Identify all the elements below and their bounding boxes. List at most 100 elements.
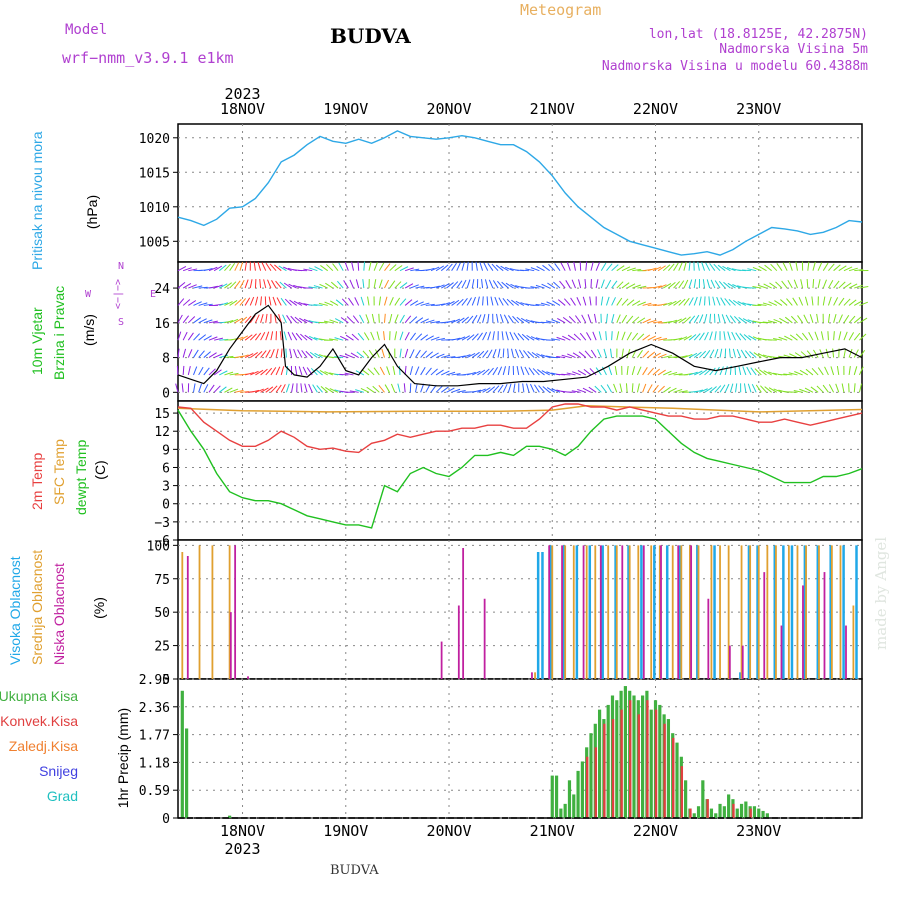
wind-barb [859, 333, 867, 341]
wind-barb [709, 349, 715, 358]
wind-barb [540, 354, 550, 359]
wind-barb [722, 265, 731, 272]
wind-barb [833, 297, 839, 306]
wind-barb [652, 285, 662, 289]
wind-barb [425, 319, 435, 324]
compass-symbol: <−|−> [113, 279, 124, 309]
wind-barb [198, 366, 204, 376]
wind-barb [275, 348, 279, 358]
wind-barb [812, 261, 816, 271]
total-precip-bar [696, 806, 701, 818]
wind-barb [298, 366, 303, 376]
conv-precip-bar [654, 709, 658, 818]
wind-barb [332, 263, 339, 271]
wind-barb [594, 385, 602, 393]
wind-barb [309, 335, 318, 341]
wind-barb [587, 314, 592, 323]
wind-barb [415, 317, 424, 324]
pressure-line [177, 130, 863, 256]
wind-barb [289, 299, 298, 306]
wind-barb [723, 281, 731, 289]
wind-barb [775, 281, 783, 289]
wind-barb [289, 348, 293, 358]
wind-barb [652, 384, 659, 393]
wind-barb [513, 383, 516, 393]
wind-barb [198, 383, 202, 393]
wind-barb [403, 383, 406, 393]
wind-barb [809, 314, 814, 323]
total-precip-bar [597, 709, 602, 818]
wind-barb [637, 285, 647, 289]
wind-barb [291, 383, 294, 393]
wind-barb [313, 337, 323, 341]
wind-barb [239, 298, 247, 306]
wind-barb [600, 296, 604, 306]
total-precip-bar [563, 803, 567, 818]
wind-barb [224, 282, 232, 289]
wind-barb [562, 316, 571, 324]
wind-barb [378, 262, 385, 271]
wind-barb [352, 315, 360, 324]
wind-barb [275, 366, 281, 376]
wind-barb [663, 354, 673, 359]
wind-barb [590, 261, 594, 271]
wind-barb [762, 302, 772, 306]
wind-barb [300, 333, 308, 341]
wind-barb [305, 350, 313, 358]
total-precip-bar [589, 733, 593, 818]
conv-precip-bar [749, 808, 752, 818]
total-precip-bar [692, 813, 696, 818]
wind-barb [632, 284, 641, 289]
wind-barb [557, 318, 566, 324]
wind-barb [693, 333, 701, 341]
wind-barb [742, 318, 752, 324]
legend-convective: Konvek.Kisa [0, 713, 78, 729]
wind-barb [817, 262, 823, 271]
wind-barb [308, 286, 318, 289]
wind-barb [747, 319, 757, 324]
wind-barb [647, 335, 656, 341]
wind-barb [600, 262, 607, 271]
top-day-label: 18NOV [220, 100, 265, 118]
wind-barb [298, 301, 308, 306]
wind-barb [768, 301, 778, 306]
wind-barb [293, 284, 303, 289]
wind-barb [373, 279, 377, 289]
wind-barb [709, 386, 717, 393]
wind-barb [582, 387, 592, 393]
wind-barb [763, 283, 772, 289]
wind-barb [735, 383, 738, 393]
wind-barb [547, 282, 556, 289]
total-precip-bar [550, 775, 554, 818]
bottom-day-label: 22NOV [633, 822, 678, 840]
wind-barb [350, 352, 359, 358]
wind-barb [399, 314, 405, 324]
wind-barb [637, 333, 645, 341]
wind-barb [706, 279, 711, 289]
wind-barb [663, 370, 672, 376]
wind-barb [683, 335, 692, 341]
wind-barb [425, 303, 435, 306]
wind-barb [494, 296, 499, 306]
wind-barb [502, 366, 507, 376]
wind-barb [752, 336, 762, 341]
top-day-label: 22NOV [633, 100, 678, 118]
wind-barb [319, 283, 328, 289]
wind-barb [768, 387, 778, 393]
compass-w: W [85, 289, 92, 300]
wind-barb [477, 350, 485, 358]
wind-barb [597, 349, 602, 358]
wind-barb [224, 355, 234, 359]
pressure-panel: 1005 1010 1015 1020 [139, 123, 863, 263]
wind-barb [747, 383, 752, 393]
total-precip-bar [632, 695, 636, 818]
wind-barb [297, 349, 303, 358]
wind-barb [663, 301, 672, 306]
wind-barb [506, 298, 514, 306]
wind-barb [381, 348, 385, 358]
conv-precip-bar [620, 709, 623, 818]
wind-barb [487, 262, 494, 271]
wind-barb [793, 279, 798, 289]
wind-barb [693, 279, 697, 289]
wind-unit: (m/s) [81, 314, 97, 346]
